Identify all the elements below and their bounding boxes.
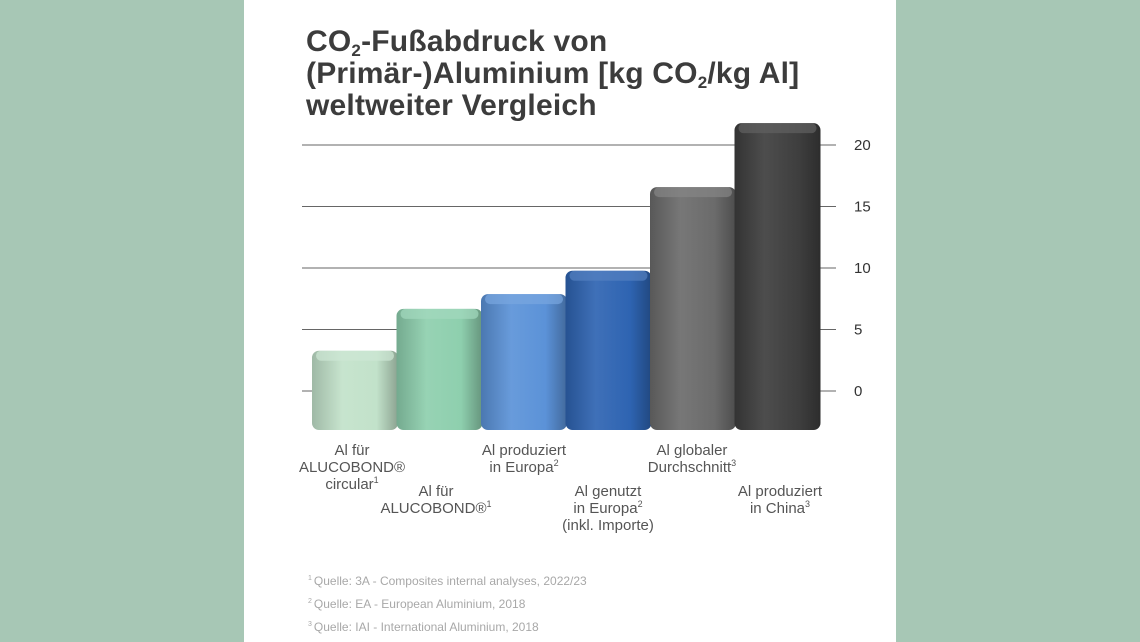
- chart-title-line: CO2-Fußabdruck von: [306, 25, 608, 60]
- x-tick-label: Al globaler Durchschnitt3: [647, 442, 737, 476]
- chart-card: CO2-Fußabdruck von (Primär-)Aluminium [kg…: [244, 0, 896, 642]
- y-tick-label: 5: [854, 322, 862, 339]
- x-tick-label: Al für ALUCOBOND®1: [380, 483, 492, 517]
- footnotes: 1 Quelle: 3A - Composites internal analys…: [308, 570, 587, 639]
- footnote: 2 Quelle: EA - European Aluminium, 2018: [308, 597, 526, 611]
- y-tick-label: 15: [854, 199, 871, 216]
- y-tick-label: 0: [854, 383, 862, 400]
- bar: [481, 294, 567, 430]
- x-tick-label: Al genutzt in Europa2 (inkl. Importe): [562, 483, 654, 534]
- chart-title-line: (Primär-)Aluminium [kg CO2/kg Al]: [306, 57, 800, 92]
- chart-title-line: weltweiter Vergleich: [306, 89, 597, 122]
- x-tick-label: Al produziert in Europa2: [481, 442, 567, 476]
- y-tick-label: 20: [854, 137, 871, 154]
- bar: [650, 187, 736, 430]
- chart-title: CO2-Fußabdruck von (Primär-)Aluminium [kg…: [306, 26, 866, 122]
- bar: [565, 270, 652, 430]
- x-tick-label: Al produziert in China3: [737, 483, 823, 517]
- footnote: 3 Quelle: IAI - International Aluminium, …: [308, 620, 539, 634]
- y-tick-label: 10: [854, 260, 871, 277]
- bar: [312, 350, 398, 430]
- footnote: 1 Quelle: 3A - Composites internal analys…: [308, 574, 587, 588]
- bar: [734, 123, 821, 430]
- bar-chart: 0 5 10 15 20: [302, 123, 871, 430]
- bar: [396, 308, 483, 430]
- x-tick-label: Al für ALUCOBOND® circular1: [298, 442, 406, 493]
